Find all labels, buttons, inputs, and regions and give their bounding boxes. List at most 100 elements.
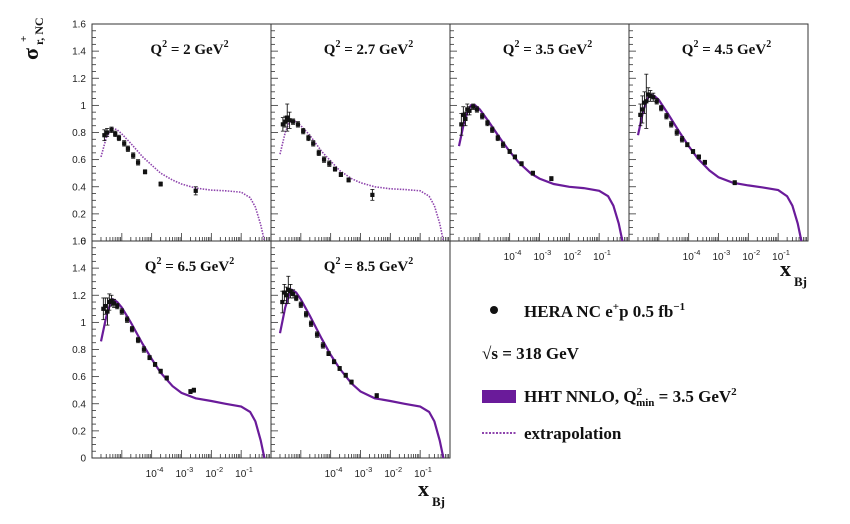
legend-fit-label: HHT NNLO, Q [524,387,637,406]
x-tick-label: 10-2 [384,465,402,480]
data-point [349,379,354,385]
y-tick-label: 0.4 [72,399,86,410]
data-point [512,154,518,160]
x-tick-label: 10-2 [742,248,760,263]
data-point [124,317,130,322]
y-axis-title: σ + r, NC [18,17,46,60]
y-tick-label: 1 [80,101,86,112]
data-point [283,119,288,124]
data-point [311,141,316,146]
legend-fit-sup: 2 [637,386,643,398]
data-point [530,171,535,176]
data-point [640,107,645,112]
data-point [188,389,193,394]
data-point [664,114,669,119]
x-tick-label: 10-1 [235,465,253,480]
data-point [135,337,141,343]
data-point [549,176,554,181]
data-point [109,127,114,132]
x-axis-title-upper-sub: Bj [794,274,807,289]
data-point [288,289,293,294]
data-point [690,149,696,154]
data-point [290,291,296,296]
data-point [461,112,466,117]
x-tick-label: 10-4 [504,248,522,263]
data-point [280,122,285,127]
data-point [301,129,306,134]
data-point [303,312,309,317]
data-point [280,299,285,305]
data-point [285,115,290,120]
data-point [158,181,163,187]
legend-data-sup2: −1 [673,301,685,313]
data-point [648,93,653,98]
data-point [298,302,303,307]
x-tick-label: 10-4 [146,465,164,480]
data-point [646,92,651,97]
data-point [193,188,198,193]
data-point [122,141,127,146]
panel-6: 10-4 10-3 10-2 10-1 Q2 = 8.5 GeV2 [270,240,451,480]
panel-5: 0 0.2 0.4 0.6 0.8 1 1.2 1.4 1.6 10-4 10-3 10-2 10-1 Q… [72,237,272,480]
data-point [467,108,472,113]
panel-title: Q2 = 6.5 GeV2 [145,256,234,275]
x-tick-label: 10-4 [325,465,343,480]
data-point [490,127,495,132]
data-point [343,373,348,378]
data-point [125,146,131,151]
y-tick-label: 1 [80,318,86,329]
legend-data-label2: p 0.5 fb [619,302,673,321]
data-point [135,160,141,165]
y-tick-label: 1.2 [72,291,86,302]
svg-text:+: + [18,36,30,42]
data-point [142,169,148,174]
data-point [326,351,331,356]
data-point [337,366,342,371]
data-point [314,332,320,337]
extrapolation-curve [279,119,445,242]
data-point [346,177,351,183]
data-point [679,137,685,142]
data-point [191,388,196,393]
y-tick-label: 0.2 [72,209,86,220]
data-point [674,130,679,135]
data-point [374,393,379,398]
y-tick-label: 0.2 [72,426,86,437]
y-axis-title-sup: + [18,36,30,42]
data-point [287,118,292,123]
fit-curve [99,297,266,459]
data-point [158,369,163,374]
panels: 0 0.2 0.4 0.6 0.8 1 1.2 1.4 1.6 Q2 = 2 GeV2 Q2 = 2… [72,20,809,480]
legend-extrapolation-entry: extrapolation [482,424,622,443]
legend-data-sup: + [613,301,619,313]
data-point [129,327,135,332]
data-point [107,299,112,305]
y-axis-title-base: σ [18,48,43,60]
data-point [519,161,524,166]
data-point [101,306,106,311]
y-tick-label: 0 [80,454,86,465]
data-point [308,321,314,326]
x-tick-label: 10-2 [563,248,581,263]
y-tick-label: 1.4 [72,264,86,275]
data-point [331,359,337,364]
panel-title: Q2 = 2.7 GeV2 [324,39,413,58]
data-point [500,142,506,147]
data-point [105,309,110,314]
x-tick-label: 10-1 [772,248,790,263]
data-point [320,343,326,348]
x-axis-title-lower: x Bj [418,476,445,509]
data-point [485,120,490,126]
x-axis-title-lower-base: x [418,476,429,501]
panel-1: 0 0.2 0.4 0.6 0.8 1 1.2 1.4 1.6 Q2 = 2 GeV2 [72,20,272,248]
y-tick-label: 1.6 [72,237,86,248]
svg-text:√s = 318 GeV: √s = 318 GeV [482,344,580,363]
data-point [115,304,120,309]
svg-text:x: x [418,476,429,501]
data-point [131,153,136,158]
y-tick-label: 0.6 [72,372,86,383]
panel-4: 10-4 10-3 10-2 10-1 Q2 = 4.5 GeV2 [628,23,809,263]
data-point [109,298,114,303]
fit-curve [636,93,803,242]
